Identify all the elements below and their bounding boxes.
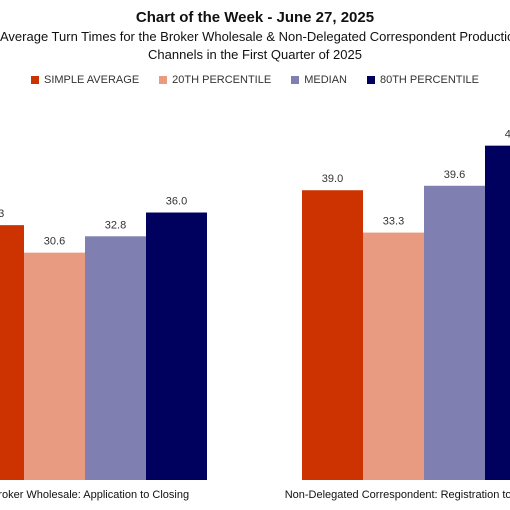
legend-swatch [159,76,168,84]
legend-label: SIMPLE AVERAGE [43,74,140,86]
chart-subtitle-line-1: Average Turn Times for the Broker Wholes… [0,29,510,44]
data-label: 39.0 [322,173,343,185]
legend-item-80th-percentile: 80TH PERCENTILE [366,74,479,86]
legend-label: 20TH PERCENTILE [172,74,272,86]
legend-label: MEDIAN [304,74,347,86]
legend-swatch [291,76,300,84]
bar-correspondent-80th-percentile [485,145,510,480]
category-label: Non-Delegated Correspondent: Registratio… [285,489,510,501]
legend-swatch [366,76,375,84]
bar-correspondent-20th-percentile [363,232,424,480]
data-label: 30.6 [44,236,65,248]
legend-label: 80TH PERCENTILE [379,74,479,86]
chart-title: Chart of the Week - June 27, 2025 [135,9,375,26]
data-label: 33.3 [383,216,404,228]
chart-legend: SIMPLE AVERAGE 20TH PERCENTILE MEDIAN 80… [0,74,510,86]
bar-broker-20th-percentile [24,252,85,480]
bar-correspondent-simple-average [302,190,363,481]
legend-item-median: MEDIAN [291,74,347,86]
data-label: 39.6 [444,169,465,181]
category-label: Broker Wholesale: Application to Closing [0,489,189,501]
chart-subtitle-line-2: Channels in the First Quarter of 2025 [148,47,362,62]
data-label: 32.8 [105,219,126,231]
bar-broker-median [85,236,146,480]
legend-item-simple-average: SIMPLE AVERAGE [30,74,140,86]
legend-swatch [30,76,39,84]
legend-item-20th-percentile: 20TH PERCENTILE [159,74,271,86]
bar-broker-80th-percentile [146,212,207,480]
bar-correspondent-median [424,185,485,480]
data-label: 34.3 [0,208,4,220]
data-label: 36.0 [166,196,187,208]
data-label: 45.0 [505,129,510,141]
bar-broker-simple-average [0,225,24,480]
